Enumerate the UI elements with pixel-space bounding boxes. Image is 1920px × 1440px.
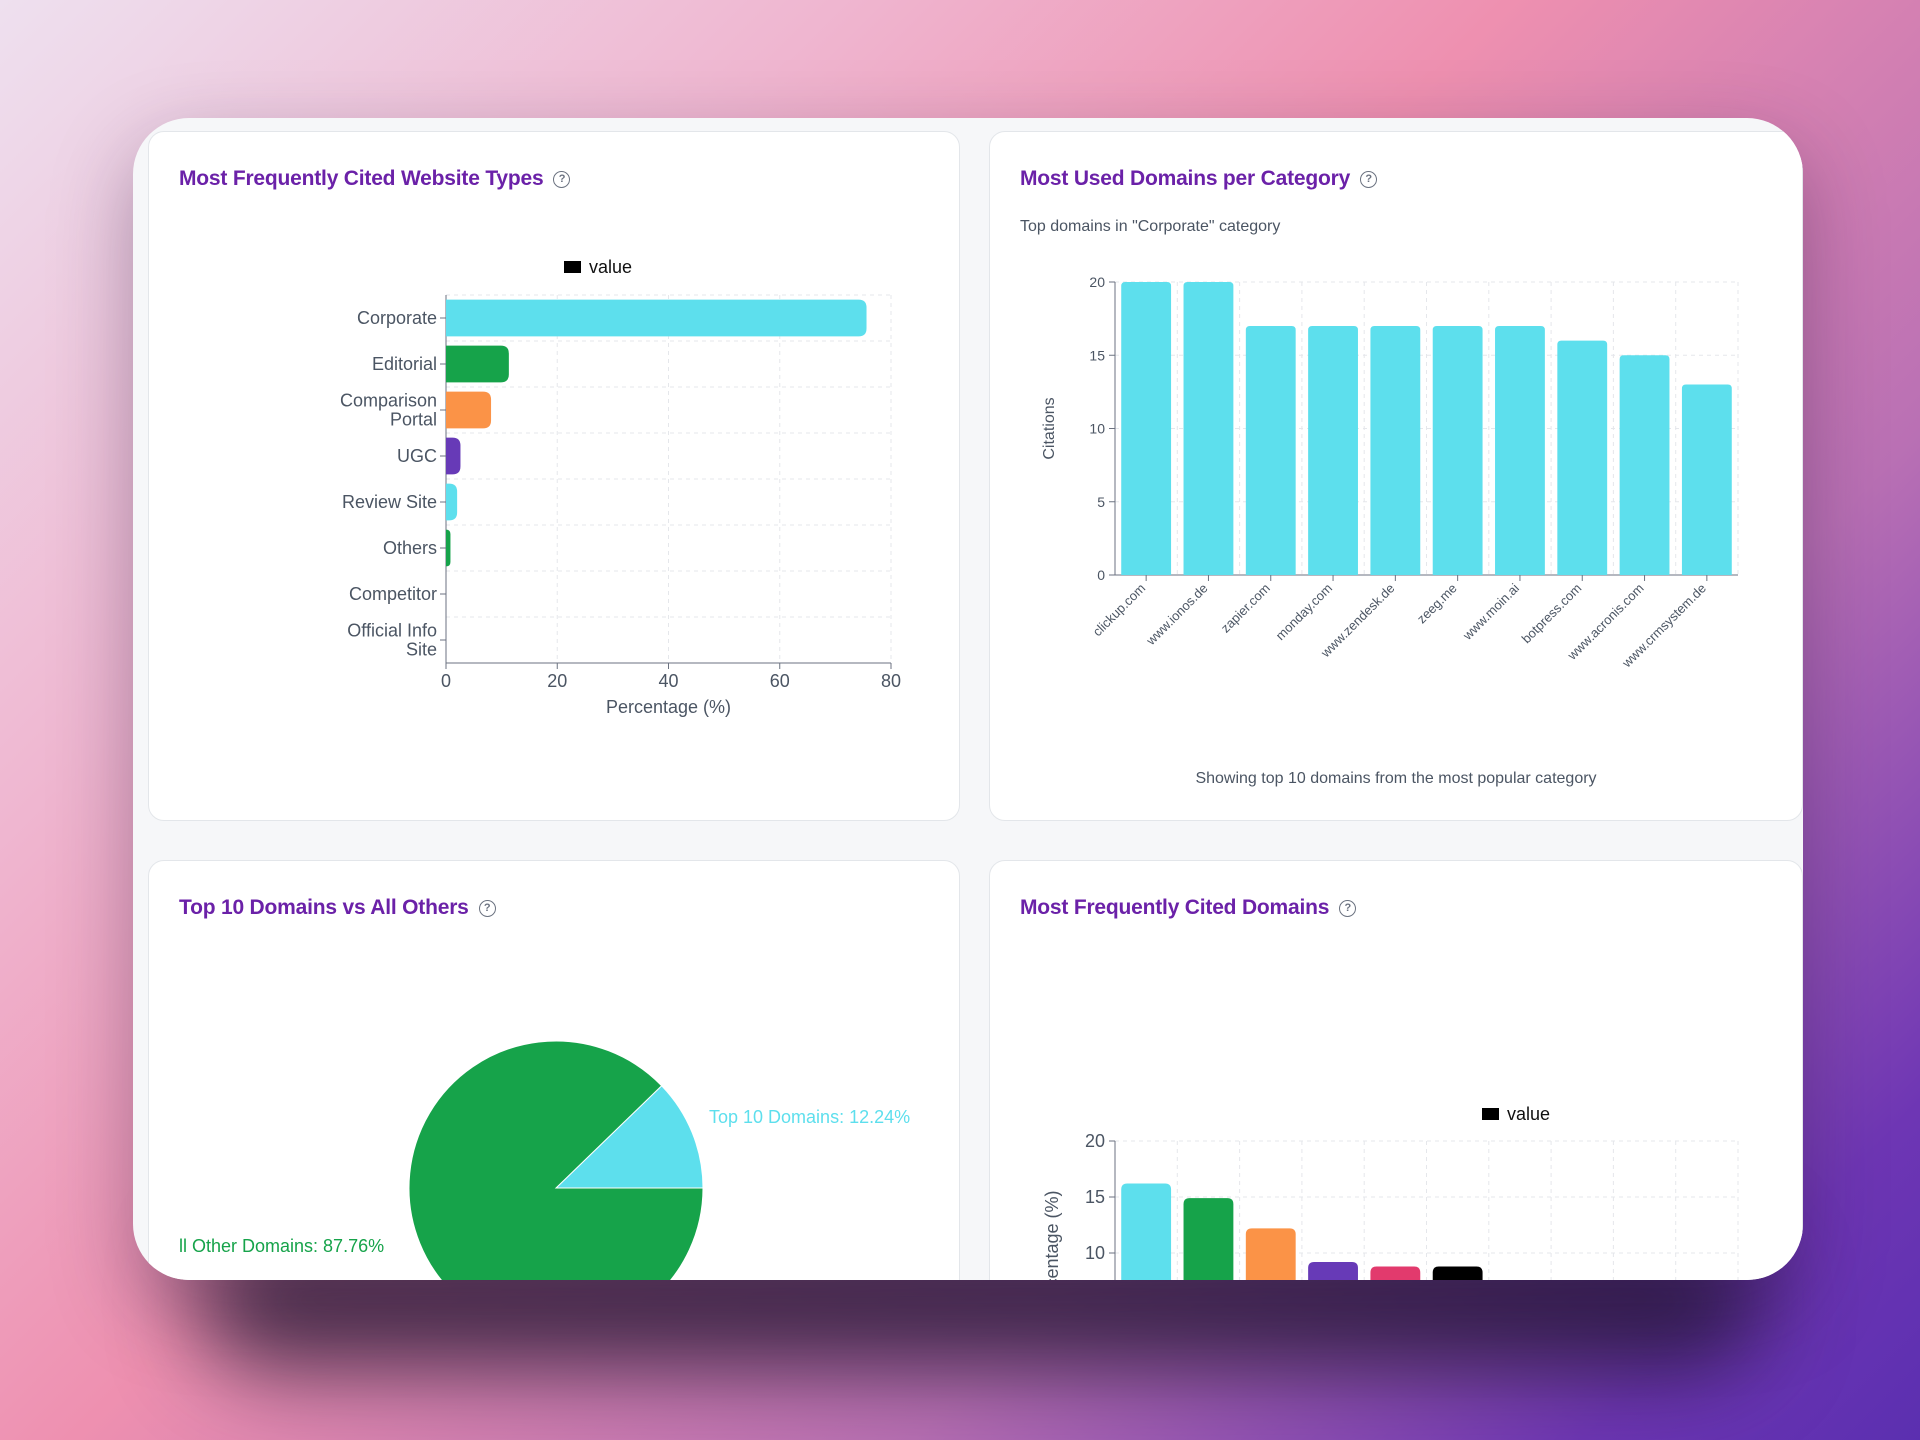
bar [1681, 384, 1732, 575]
bar [446, 437, 461, 475]
help-icon[interactable]: ? [1360, 170, 1378, 188]
bar [1370, 1266, 1421, 1280]
legend-label: value [1507, 1104, 1550, 1124]
domains-per-category-footer: Showing top 10 domains from the most pop… [1195, 770, 1597, 787]
x-tick-label: 40 [658, 671, 678, 691]
pie-slice [408, 1040, 704, 1280]
domains-per-category-card: Most Used Domains per Category ? Top dom… [989, 131, 1803, 821]
bar [1432, 1266, 1483, 1280]
x-axis-title: Percentage (%) [606, 697, 731, 717]
bar [446, 345, 509, 383]
bar [1557, 340, 1608, 575]
help-icon[interactable]: ? [553, 170, 571, 188]
y-tick-label: Corporate [357, 308, 437, 328]
y-tick-label: Portal [390, 410, 437, 430]
pie-slice [554, 1085, 704, 1189]
x-tick-label: 20 [547, 671, 567, 691]
top10-vs-others-card: Top 10 Domains vs All Others ? Top 10 Do… [148, 860, 960, 1280]
bar [1308, 1261, 1358, 1280]
y-tick-label: Site [406, 640, 437, 660]
help-icon[interactable]: ? [1339, 899, 1357, 917]
y-tick-label: Editorial [372, 354, 437, 374]
bar [1183, 282, 1234, 575]
bar [1245, 1228, 1296, 1280]
bar [446, 483, 458, 521]
top10-vs-others-title: Top 10 Domains vs All Others [179, 896, 469, 919]
pie-label: Top 10 Domains: 12.24% [709, 1107, 910, 1127]
cited-domains-chart: value05101520UGC)Site)orial)orial)orate)… [1042, 1104, 1739, 1280]
y-tick-label: Official Info [347, 621, 437, 641]
bar [1183, 1198, 1234, 1280]
legend-label: value [589, 257, 632, 277]
legend-swatch [564, 261, 581, 273]
bar [1121, 282, 1172, 575]
bar [1245, 325, 1296, 575]
y-tick-label: 5 [1097, 494, 1105, 510]
dashboard-window: Most Frequently Cited Website Types ? va… [133, 118, 1803, 1280]
x-tick-label: zeeg.me [1414, 581, 1460, 627]
x-tick-label: clickup.com [1090, 581, 1149, 640]
bar [1432, 325, 1483, 575]
y-tick-label: Competitor [349, 584, 437, 604]
cited-domains-title: Most Frequently Cited Domains [1020, 896, 1330, 919]
pie-label: ll Other Domains: 87.76% [179, 1236, 384, 1256]
x-tick-label: 0 [441, 671, 451, 691]
y-tick-label: Review Site [342, 492, 437, 512]
y-tick-label: Comparison [340, 391, 437, 411]
x-tick-label: zapier.com [1218, 581, 1273, 636]
y-axis-title: Percentage (%) [1042, 1190, 1062, 1280]
cited-domains-card: Most Frequently Cited Domains ? value051… [989, 860, 1803, 1280]
y-tick-label: 0 [1097, 567, 1105, 583]
y-tick-label: 20 [1089, 274, 1105, 290]
domains-per-category-subtitle: Top domains in "Corporate" category [1020, 218, 1281, 235]
y-axis-title: Citations [1041, 397, 1058, 459]
bar [1619, 355, 1670, 575]
bar [1121, 1183, 1172, 1280]
bar [1495, 325, 1545, 575]
bar [446, 529, 451, 567]
x-tick-label: 60 [770, 671, 790, 691]
x-tick-label: botpress.com [1519, 581, 1585, 647]
y-tick-label: 10 [1085, 1243, 1105, 1263]
legend-swatch [1482, 1108, 1499, 1120]
x-tick-label: 80 [881, 671, 901, 691]
x-tick-label: www.ionos.de [1143, 581, 1211, 649]
x-tick-label: www.moin.ai [1459, 580, 1522, 643]
bar [446, 391, 492, 429]
y-tick-label: 20 [1085, 1131, 1105, 1151]
website-types-title: Most Frequently Cited Website Types [179, 167, 544, 190]
top10-vs-others-chart: Top 10 Domains: 12.24% ll Other Domains: … [179, 1040, 910, 1280]
bar [446, 299, 867, 337]
y-tick-label: UGC [397, 446, 437, 466]
y-tick-label: Others [383, 538, 437, 558]
bar [1370, 325, 1421, 575]
website-types-card: Most Frequently Cited Website Types ? va… [148, 131, 960, 821]
y-tick-label: 10 [1089, 421, 1105, 437]
y-tick-label: 15 [1085, 1187, 1105, 1207]
x-tick-label: monday.com [1273, 581, 1336, 644]
help-icon[interactable]: ? [478, 899, 496, 917]
bar [1308, 325, 1358, 575]
y-tick-label: 15 [1089, 347, 1105, 363]
domains-per-category-title: Most Used Domains per Category [1020, 167, 1351, 190]
